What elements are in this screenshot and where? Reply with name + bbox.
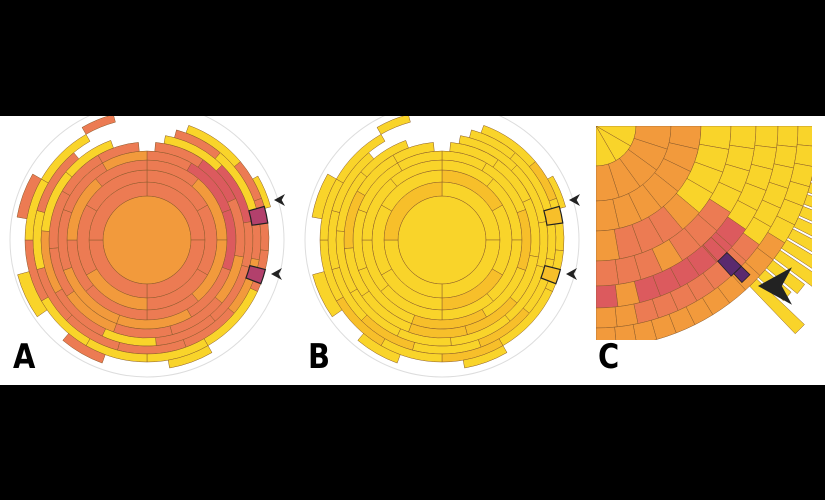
panel-b-sunburst — [304, 116, 580, 378]
sunburst-segment — [17, 271, 48, 318]
panel-c-label: C — [598, 337, 620, 377]
sunburst-segment — [798, 205, 812, 222]
highlighted-node — [733, 265, 751, 284]
sunburst-segment — [773, 249, 812, 287]
sunburst-segment — [41, 134, 91, 184]
sunburst-segment — [749, 278, 805, 335]
highlighted-node — [540, 264, 562, 285]
sunburst-segment — [807, 182, 812, 194]
sunburst-segment — [780, 239, 812, 269]
arrowhead-icon — [569, 193, 580, 207]
sunburst-segment — [311, 173, 337, 220]
sunburst-segment — [62, 333, 106, 364]
sunburst-segment — [796, 126, 812, 147]
arrowhead-icon — [758, 267, 792, 305]
sunburst-segment — [81, 116, 116, 135]
panel-b-label: B — [308, 337, 331, 377]
sunburst-segment — [462, 345, 508, 369]
sunburst-segment — [596, 259, 620, 287]
root-node — [397, 195, 487, 285]
highlighted-node — [248, 205, 269, 226]
arrowhead-icon — [566, 267, 577, 281]
highlighted-node — [245, 264, 267, 285]
panel-a-label: A — [13, 337, 36, 377]
sunburst-segment — [596, 326, 617, 340]
highlighted-node — [543, 205, 564, 226]
sunburst-segment — [167, 345, 213, 369]
sunburst-segment — [810, 176, 812, 181]
panel-a-sunburst — [9, 116, 285, 378]
root-node — [102, 195, 192, 285]
outer-guide-ring — [9, 116, 285, 378]
outer-guide-ring — [304, 116, 580, 378]
sunburst-segment — [793, 217, 812, 237]
sunburst-segment — [596, 284, 619, 309]
sunburst-segment — [376, 116, 411, 135]
sunburst-segment — [312, 271, 343, 318]
sunburst-segment — [357, 333, 401, 364]
sunburst-segment — [776, 126, 799, 148]
sunburst-segment — [336, 134, 386, 184]
arrowhead-icon — [274, 193, 285, 207]
sunburst-segment — [596, 306, 618, 329]
panel-c-zoomed-sunburst — [596, 126, 812, 340]
sunburst-segment — [803, 194, 812, 208]
sunburst-segment — [754, 126, 779, 149]
sunburst-segment — [729, 126, 757, 150]
sunburst-segment — [16, 173, 42, 220]
arrowhead-icon — [271, 267, 282, 281]
sunburst-segment — [614, 303, 639, 328]
sunburst-segment — [787, 228, 812, 253]
